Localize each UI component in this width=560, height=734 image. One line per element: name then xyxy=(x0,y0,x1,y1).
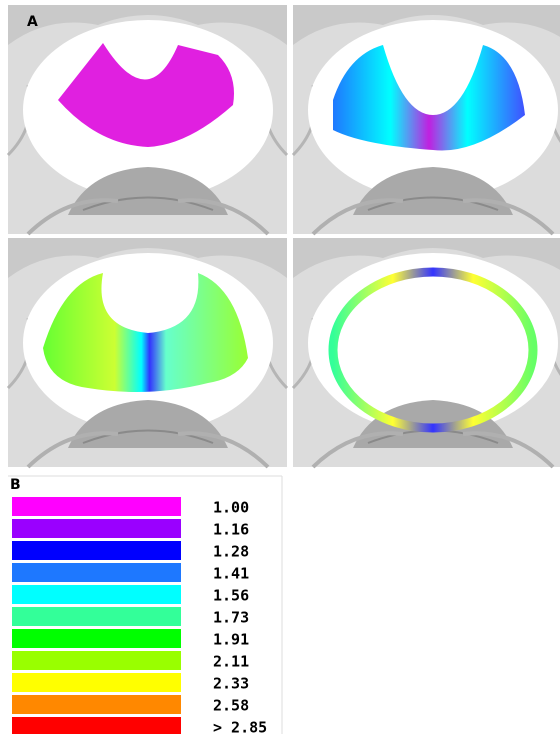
legend-label: 1.16 xyxy=(213,521,249,539)
legend-swatch xyxy=(12,651,181,670)
image-1 xyxy=(8,5,287,234)
panel-a: A xyxy=(8,5,560,467)
legend-label: 1.00 xyxy=(213,499,249,517)
legend-swatch xyxy=(12,541,181,560)
panel-label: A xyxy=(27,14,38,30)
legend-label: 2.58 xyxy=(213,697,249,715)
legend-label: 1.73 xyxy=(213,609,249,627)
legend-swatch xyxy=(12,629,181,648)
legend-label: 1.41 xyxy=(213,565,249,583)
legend-label: 2.33 xyxy=(213,675,249,693)
image-3 xyxy=(8,238,287,467)
legend-swatch xyxy=(12,585,181,604)
legend-swatch xyxy=(12,497,181,516)
legend-swatch xyxy=(12,695,181,714)
image-2 xyxy=(293,5,560,234)
panel-label: B xyxy=(10,477,21,493)
legend: B 1.00 1.16 1.28 1.41 1.56 1.73 1.91 2.11 2.33 2.… xyxy=(10,477,267,734)
legend-label: > 2.85 xyxy=(213,719,267,734)
legend-swatch xyxy=(12,607,181,626)
legend-label: 2.11 xyxy=(213,653,249,671)
image-4 xyxy=(293,238,560,467)
legend-label: 1.28 xyxy=(213,543,249,561)
legend-swatch xyxy=(12,673,181,692)
legend-label: 1.56 xyxy=(213,587,249,605)
figure: A B 1.00 1.16 1.28 1.41 1.56 1.73 1.91 2.11 2.33… xyxy=(0,0,560,734)
legend-swatch xyxy=(12,519,181,538)
legend-swatch xyxy=(12,717,181,734)
legend-swatch xyxy=(12,563,181,582)
legend-label: 1.91 xyxy=(213,631,249,649)
